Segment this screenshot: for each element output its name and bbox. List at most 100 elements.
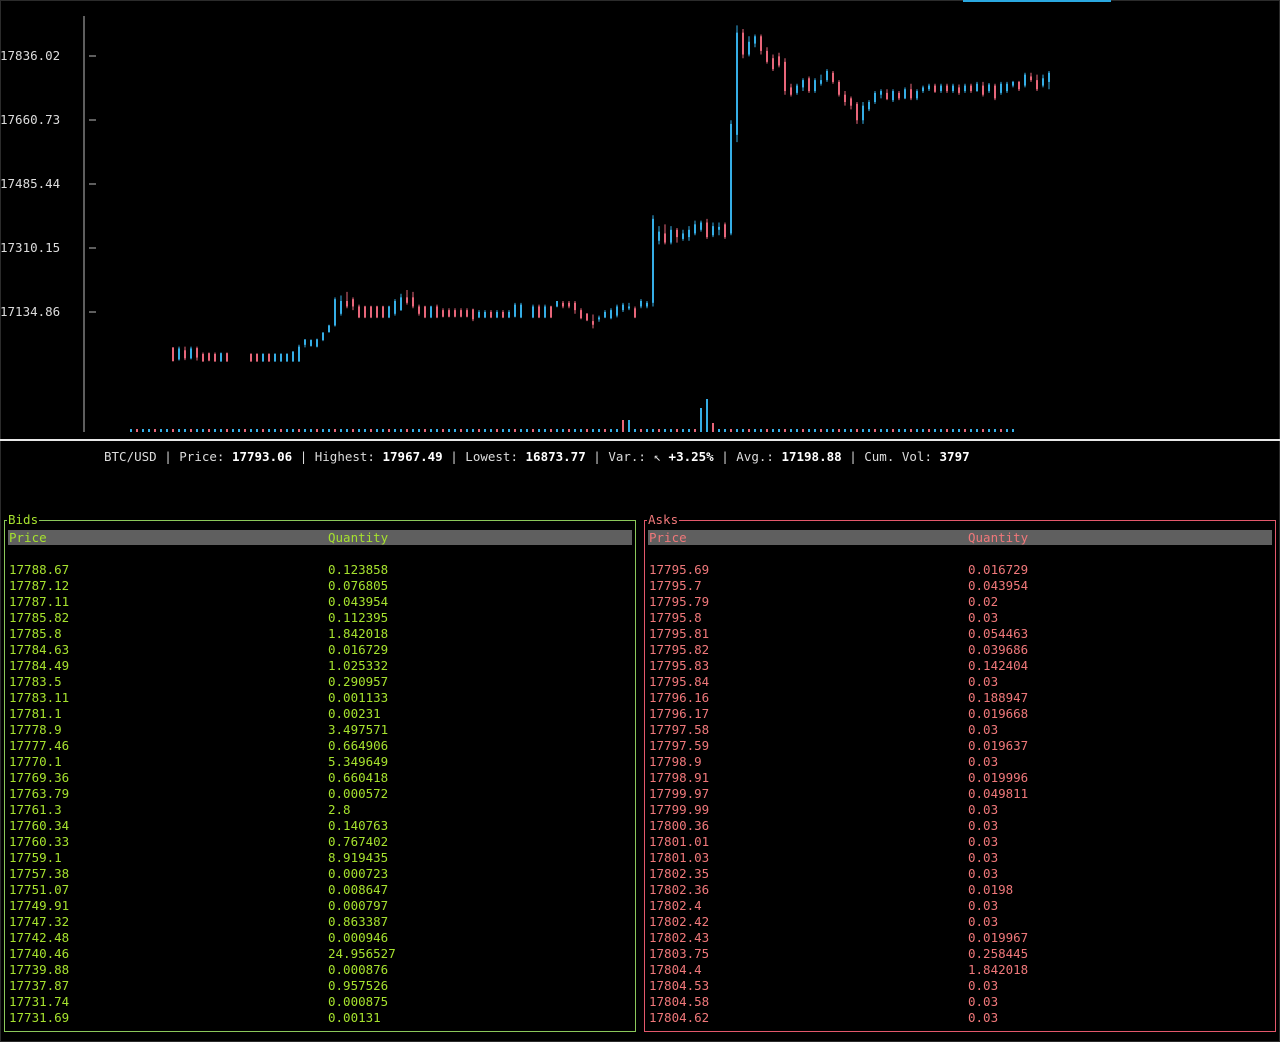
candle	[748, 36, 750, 57]
asks-quantity-cell: 0.054463	[968, 626, 1029, 641]
bids-quantity-cell: 0.016729	[328, 642, 389, 657]
cumulative-volume-label: Cum. Vol:	[864, 449, 932, 464]
asks-row: 17795.7 0.043954	[648, 578, 1272, 594]
volume-bar	[940, 429, 942, 432]
bids-price-cell: 17787.12	[9, 578, 70, 593]
asks-quantity-cell: 0.049811	[968, 786, 1029, 801]
candle	[598, 315, 600, 322]
candle-body	[574, 302, 576, 311]
asks-row: 17795.84 0.03	[648, 674, 1272, 690]
volume-bar	[304, 429, 306, 432]
asks-price-cell: 17804.4	[649, 962, 702, 977]
candle-body	[826, 70, 828, 81]
candle	[868, 100, 870, 112]
price-chart: 17836.02 17660.73 17485.44 17310.15 17134.86	[0, 0, 1280, 440]
asks-price-cell: 17801.03	[649, 850, 710, 865]
candle-body	[748, 41, 750, 55]
candle-body	[820, 80, 822, 84]
bids-row: 17763.79 0.000572	[8, 786, 632, 802]
asks-row: 17796.16 0.188947	[648, 690, 1272, 706]
volume-bar	[580, 429, 582, 432]
candle	[490, 310, 492, 319]
candle	[550, 305, 552, 319]
asks-row: 17797.59 0.019637	[648, 738, 1272, 754]
candle	[976, 81, 978, 92]
candle	[256, 353, 258, 362]
candle-body	[1036, 80, 1038, 90]
asks-price-cell: 17798.9	[649, 754, 702, 769]
candle-body	[436, 306, 438, 318]
candle	[286, 353, 288, 362]
bids-price-cell: 17749.91	[9, 898, 70, 913]
candle-body	[292, 351, 294, 362]
volume-bar	[436, 429, 438, 432]
asks-price-cell: 17804.53	[649, 978, 710, 993]
candle	[400, 293, 402, 311]
candle	[838, 80, 840, 97]
candle	[604, 310, 606, 319]
volume-bar	[382, 429, 384, 432]
candle	[1012, 80, 1014, 88]
candle	[832, 70, 834, 84]
volume-bar	[892, 429, 894, 432]
candle-body	[730, 123, 732, 234]
candle-body	[406, 297, 408, 303]
candle-body	[658, 231, 660, 241]
asks-price-cell: 17799.97	[649, 786, 710, 801]
asks-quantity-cell: 0.03	[968, 818, 999, 833]
volume-bar	[142, 429, 144, 432]
bids-quantity-cell: 0.123858	[328, 562, 389, 577]
bids-price-cell: 17784.63	[9, 642, 70, 657]
candle	[628, 302, 630, 311]
bids-row: 17749.91 0.000797	[8, 898, 632, 914]
asks-quantity-header: Quantity	[968, 530, 1029, 545]
asks-row: 17799.99 0.03	[648, 802, 1272, 818]
asks-row: 17799.97 0.049811	[648, 786, 1272, 802]
asks-quantity-cell: 0.142404	[968, 658, 1029, 673]
volume-bar	[676, 429, 678, 432]
asks-price-cell: 17795.79	[649, 594, 710, 609]
candle-body	[400, 297, 402, 311]
candle	[190, 346, 192, 360]
volume-bar	[328, 429, 330, 432]
candle	[898, 91, 900, 101]
candle	[1006, 81, 1008, 93]
volume-bar	[1012, 429, 1014, 432]
candle	[412, 291, 414, 309]
volume-bar	[670, 429, 672, 432]
volume-bar	[484, 429, 486, 432]
volume-bar	[316, 429, 318, 432]
candle	[532, 304, 534, 319]
asks-quantity-cell: 0.03	[968, 866, 999, 881]
volume-bar	[970, 429, 972, 432]
candle	[262, 353, 264, 362]
asks-quantity-cell: 0.03	[968, 994, 999, 1009]
candle-body	[520, 304, 522, 318]
candle-body	[196, 348, 198, 358]
candlestick-chart-svg: 17836.02 17660.73 17485.44 17310.15 17134.86	[0, 16, 1050, 432]
candle-body	[952, 85, 954, 92]
candle	[460, 308, 462, 318]
candle-body	[946, 85, 948, 92]
volume-bar	[178, 429, 180, 432]
volume-bar	[772, 429, 774, 432]
volume-bar	[196, 429, 198, 432]
candle-body	[334, 299, 336, 326]
candle	[646, 300, 648, 309]
candle-body	[700, 222, 702, 230]
asks-price-cell: 17800.36	[649, 818, 710, 833]
bids-row: 17783.11 0.001133	[8, 690, 632, 706]
asks-price-cell: 17795.83	[649, 658, 710, 673]
bids-row: 17739.88 0.000876	[8, 962, 632, 978]
candle	[958, 84, 960, 95]
candle-body	[376, 306, 378, 318]
volume-bar	[688, 429, 690, 432]
volume-bar	[202, 429, 204, 432]
asks-quantity-cell: 0.03	[968, 1010, 999, 1025]
volume-bar	[718, 429, 720, 432]
candle	[784, 58, 786, 95]
candle-body	[868, 102, 870, 110]
bids-price-cell: 17770.1	[9, 754, 62, 769]
candle-body	[778, 56, 780, 66]
volume-bar	[1006, 429, 1008, 432]
